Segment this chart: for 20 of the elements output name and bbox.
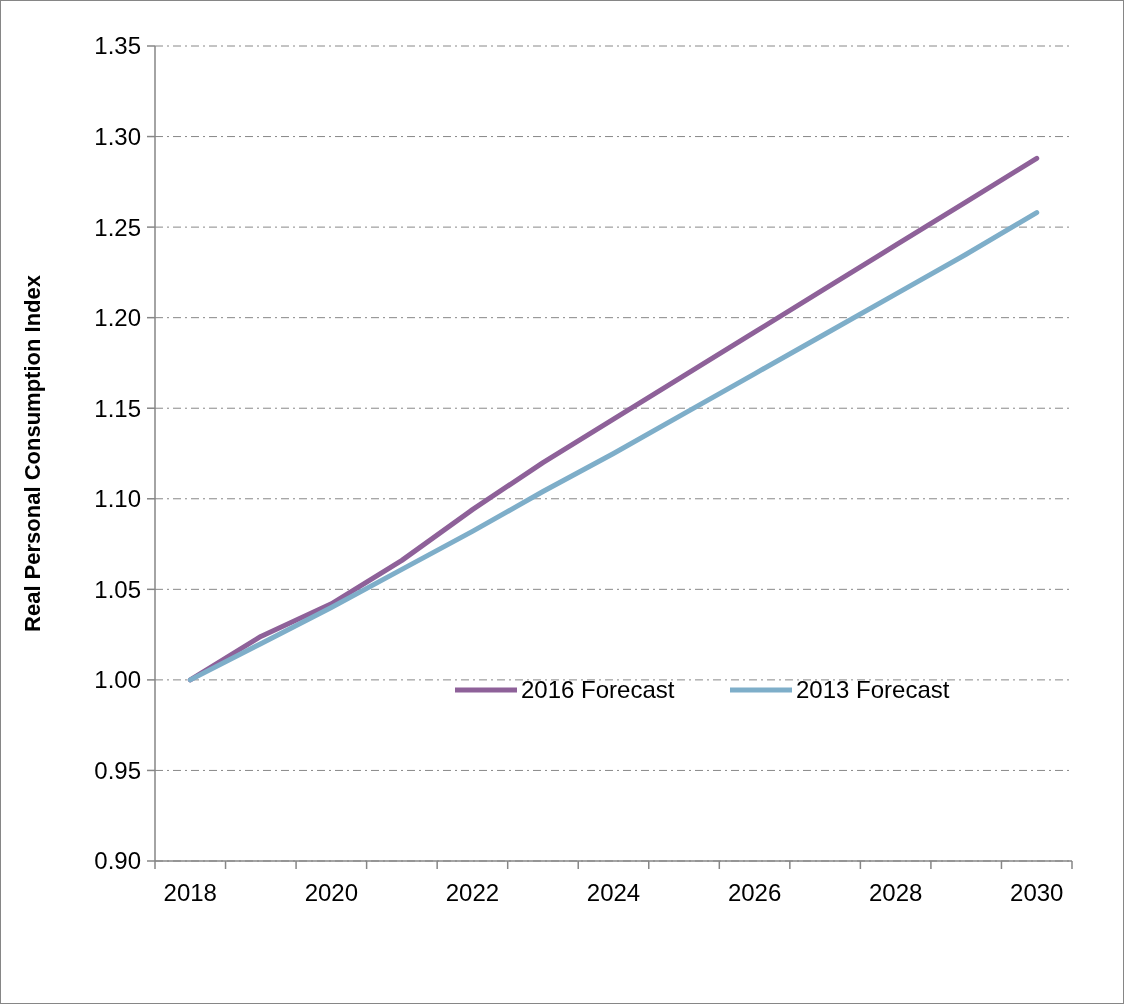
y-tick-label: 0.90 bbox=[94, 847, 141, 875]
x-tick-label: 2018 bbox=[163, 879, 217, 906]
y-tick-label: 1.35 bbox=[94, 32, 141, 60]
y-tick-label: 1.25 bbox=[94, 213, 141, 241]
legend-label: 2013 Forecast bbox=[796, 676, 950, 704]
x-tick-label: 2020 bbox=[304, 879, 359, 906]
y-tick-label: 0.95 bbox=[94, 756, 141, 784]
y-tick-label: 1.30 bbox=[94, 122, 141, 150]
x-tick-label: 2024 bbox=[586, 879, 641, 906]
y-tick-label: 1.15 bbox=[94, 394, 141, 422]
x-tick-label: 2028 bbox=[868, 879, 923, 906]
y-axis-title: Real Personal Consumption Index bbox=[20, 274, 45, 632]
x-tick-label: 2026 bbox=[727, 879, 782, 906]
x-tick-label: 2030 bbox=[1010, 879, 1064, 906]
y-tick-label: 1.20 bbox=[94, 304, 141, 332]
x-tick-label: 2022 bbox=[445, 879, 500, 906]
y-tick-label: 1.05 bbox=[94, 575, 141, 603]
legend-label: 2016 Forecast bbox=[521, 676, 675, 704]
y-tick-label: 1.00 bbox=[94, 666, 141, 694]
y-tick-label: 1.10 bbox=[94, 485, 141, 513]
